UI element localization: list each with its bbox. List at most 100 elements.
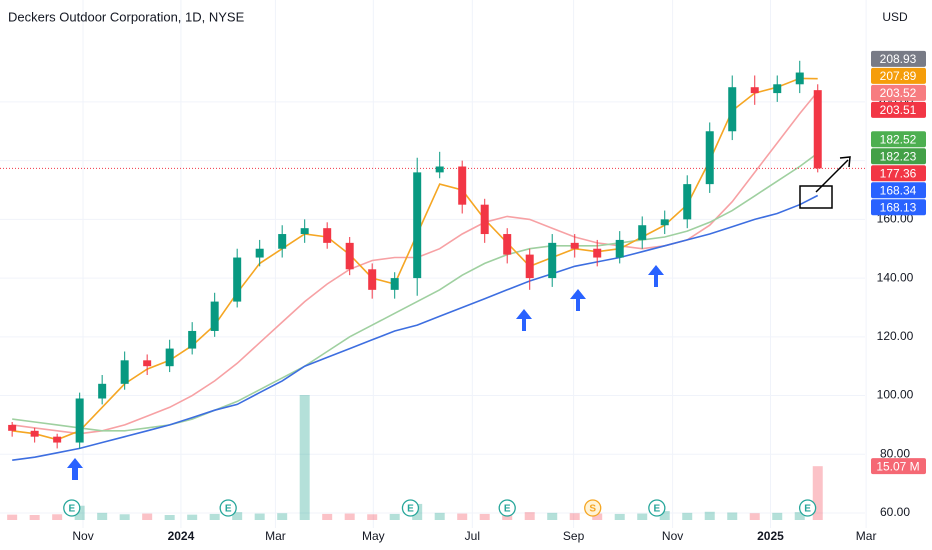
candle-body <box>458 166 467 205</box>
candle-body <box>705 131 714 185</box>
event-marker <box>63 499 81 517</box>
volume-bar <box>164 515 175 520</box>
price-tag-label: 168.13 <box>880 200 917 214</box>
candle-body <box>660 219 669 226</box>
candle-body <box>300 228 309 235</box>
candle-body <box>390 278 399 290</box>
candle-body <box>165 348 174 367</box>
candle-body <box>255 248 264 258</box>
up-arrow <box>570 289 586 311</box>
x-tick-label: 2024 <box>168 529 195 543</box>
candle-body <box>728 87 737 132</box>
volume-bar <box>434 512 445 520</box>
volume-bar <box>614 513 625 520</box>
price-tag-label: 182.52 <box>880 132 917 146</box>
event-label: E <box>407 504 414 515</box>
volume-bar <box>52 514 63 520</box>
volume-bar <box>547 512 558 520</box>
event-label: E <box>68 504 75 515</box>
volume-bar <box>457 513 468 520</box>
x-tick-label: Mar <box>856 529 877 543</box>
price-tag <box>871 67 926 84</box>
volume-bar <box>142 513 153 520</box>
volume-bar <box>794 512 805 520</box>
price-tag <box>871 50 926 67</box>
volume-bar <box>389 513 400 520</box>
volume-bar <box>277 513 288 520</box>
volume-bar <box>812 466 823 520</box>
up-arrow <box>648 265 664 287</box>
volume-bar <box>524 512 535 520</box>
candle-body <box>593 248 602 258</box>
volume-bar <box>7 514 18 520</box>
volume-bar <box>29 515 40 520</box>
price-tag-label: 203.52 <box>880 86 917 100</box>
candle-body <box>75 398 84 443</box>
axes: 60.0080.00100.00120.00140.00160.00180.00… <box>72 50 926 543</box>
arrow-annotation <box>815 159 849 193</box>
y-tick-label: 60.00 <box>880 505 910 519</box>
volume-bar <box>187 514 198 520</box>
price-tag-label: 208.93 <box>880 52 917 66</box>
volume-bar <box>74 505 85 520</box>
volume-bar <box>749 513 760 520</box>
arrow-head <box>839 156 851 168</box>
y-tick-label: 100.00 <box>877 388 914 402</box>
candle-body <box>750 87 759 94</box>
price-tag <box>871 182 926 199</box>
candle-body <box>813 90 822 169</box>
event-label: S <box>589 504 596 515</box>
ma-line <box>12 194 819 461</box>
volume-bar <box>97 512 108 520</box>
price-tag-label: 182.23 <box>880 149 917 163</box>
price-tag-label: 207.89 <box>880 69 917 83</box>
candle-body <box>638 225 647 240</box>
y-tick-label: 120.00 <box>877 329 914 343</box>
volume-tag <box>871 458 926 475</box>
price-tag <box>871 199 926 216</box>
event-label: E <box>804 504 811 515</box>
volume-bar <box>479 513 490 520</box>
chart-title: Deckers Outdoor Corporation, 1D, NYSE <box>8 9 245 24</box>
candle-body <box>368 269 377 290</box>
up-arrow <box>67 458 83 480</box>
volume-bar <box>322 513 333 520</box>
volume-bar <box>727 512 738 520</box>
y-tick-label: 140.00 <box>877 270 914 284</box>
event-marker <box>219 499 237 517</box>
volume-bar <box>637 513 648 520</box>
candle-body <box>435 166 444 173</box>
volume-bar <box>254 513 265 520</box>
price-tag <box>871 148 926 165</box>
candle-body <box>570 242 579 249</box>
price-tag-label: 203.51 <box>880 103 917 117</box>
volume-tag-label: 15.07 M <box>876 459 919 473</box>
volume-bar <box>682 512 693 520</box>
candle-body <box>30 430 39 437</box>
volume-bar <box>209 513 220 520</box>
candle-body <box>53 436 62 443</box>
event-label: E <box>654 504 661 515</box>
up-arrow <box>516 309 532 331</box>
ma-line <box>12 152 819 432</box>
candle-body <box>323 228 332 243</box>
event-marker <box>798 499 817 517</box>
currency: USD <box>882 10 908 24</box>
price-tag <box>871 131 926 148</box>
x-tick-label: Mar <box>265 529 286 543</box>
candle-body <box>8 424 17 431</box>
x-tick-label: May <box>362 529 385 543</box>
volume-bar <box>367 514 378 520</box>
candle-body <box>773 84 782 94</box>
y-tick-label: 80.00 <box>880 446 910 460</box>
event-marker <box>584 499 602 517</box>
event-label: E <box>504 504 511 515</box>
annotations <box>67 156 851 480</box>
x-tick-label: Sep <box>563 529 585 543</box>
grid <box>0 0 867 528</box>
candle-body <box>548 242 557 279</box>
candle-body <box>98 383 107 399</box>
volume-bar <box>772 512 783 520</box>
